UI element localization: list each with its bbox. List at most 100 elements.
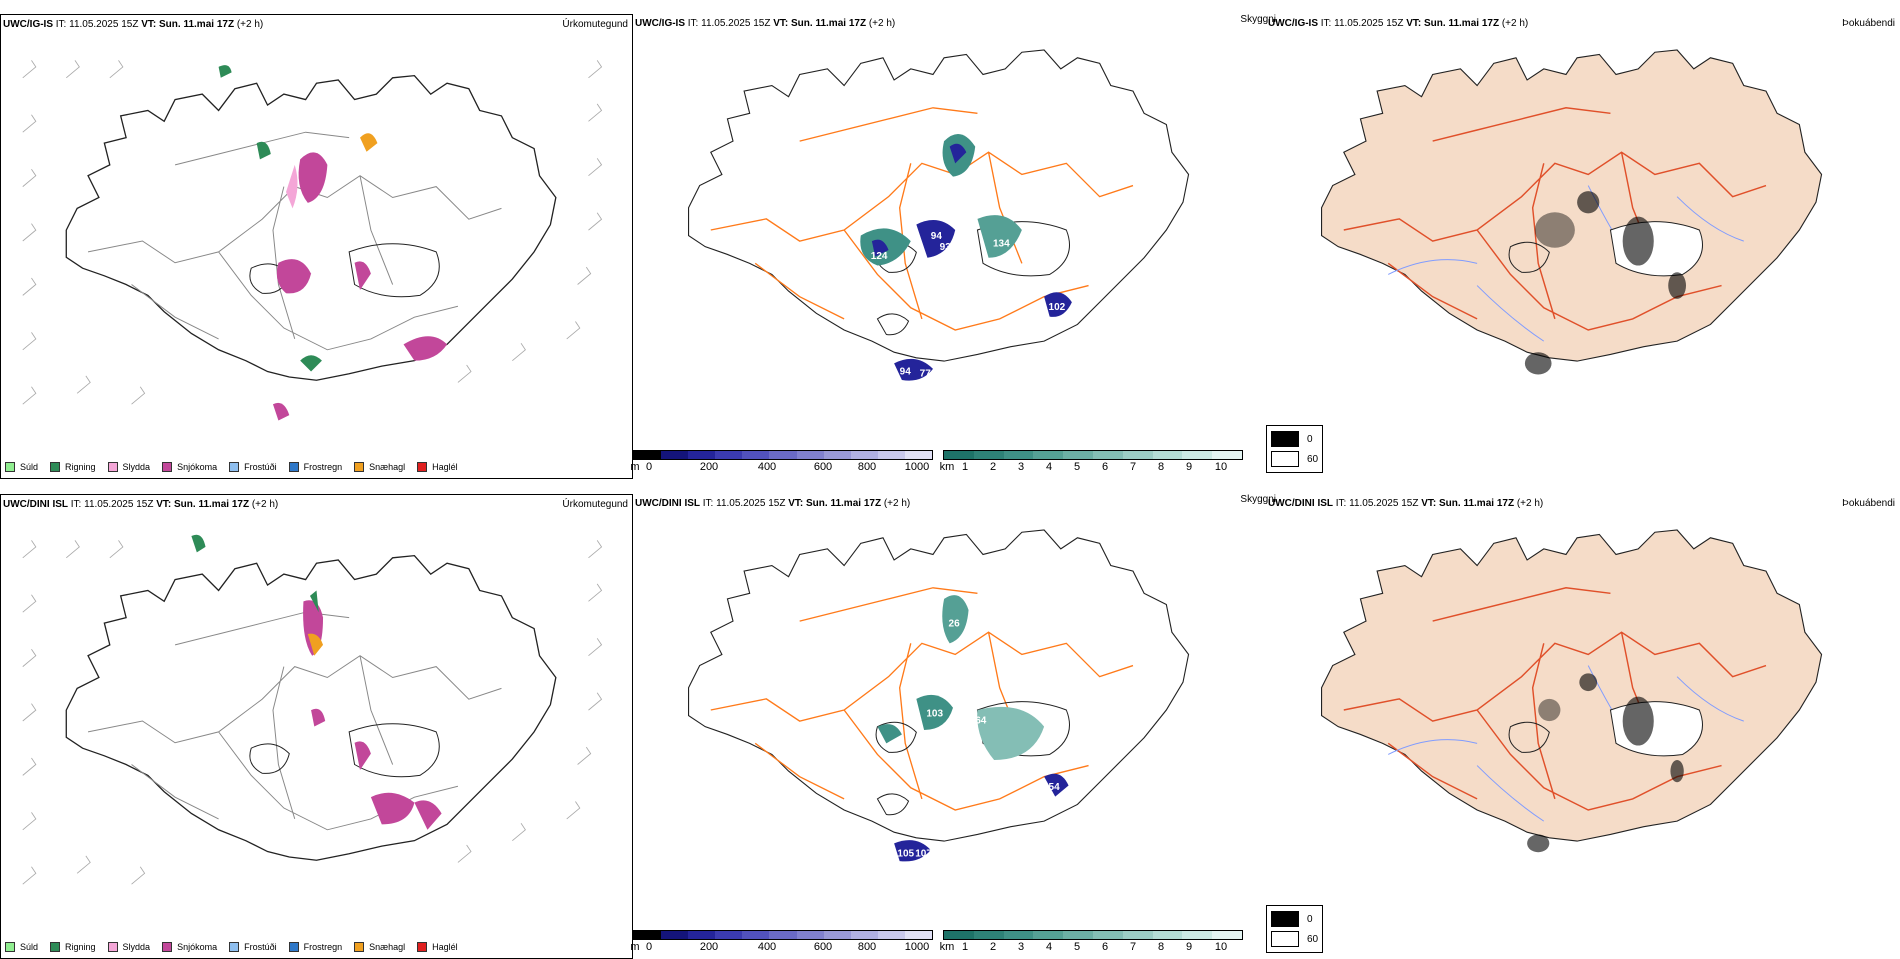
colorbar-tick: 7: [1129, 461, 1137, 473]
legend-swatch: [1271, 911, 1299, 927]
map-value-label: 124: [871, 251, 888, 262]
precip-legend: Súld Rigning Slydda Snjókoma Frostúði Fr…: [5, 942, 458, 952]
colorbar-tick: 3: [1017, 941, 1025, 953]
colorbar-tick: 800: [857, 461, 877, 473]
colorbar-tick: 800: [857, 941, 877, 953]
visibility-km-colorbar: km 1 2 3 4 5 6 7 8 9 10: [939, 930, 1243, 953]
fog-legend-item: 0: [1271, 909, 1318, 929]
panel-header: UWC/DINI ISL IT: 11.05.2025 15Z VT: Sun.…: [1268, 498, 1544, 509]
map-value-label: 93: [940, 242, 952, 253]
colorbar-ticks: km 1 2 3 4 5 6 7 8 9 10: [940, 461, 1243, 473]
fog-index-panel: UWC/IG-IS IT: 11.05.2025 15Z VT: Sun. 11…: [1266, 14, 1899, 479]
precip-type-panel: UWC/IG-IS IT: 11.05.2025 15Z VT: Sun. 11…: [0, 14, 633, 479]
colorbar-tick: 8: [1157, 941, 1165, 953]
colorbar-tick: 600: [813, 941, 833, 953]
colorbar-tick: 400: [757, 461, 777, 473]
visibility-areas: [877, 595, 1069, 862]
panel-header: UWC/IG-IS IT: 11.05.2025 15Z VT: Sun. 11…: [635, 18, 896, 29]
legend-swatch: [5, 462, 15, 472]
colorbar-bar: [633, 930, 933, 940]
map-value-label: 94: [931, 231, 943, 242]
visibility-panel: UWC/DINI ISL IT: 11.05.2025 15Z VT: Sun.…: [630, 494, 1276, 959]
colorbar-tick: 6: [1101, 461, 1109, 473]
product-title: Skyggni: [1240, 494, 1276, 505]
iceland-map: [1320, 529, 1823, 853]
colorbar-tick: 200: [699, 461, 719, 473]
colorbar-ticks: m 0 200 400 600 800 1000: [630, 461, 933, 473]
legend-swatch: [229, 942, 240, 952]
legend-item: Snjókoma: [162, 462, 217, 472]
map-value-label: 26: [949, 619, 961, 630]
colorbar-tick: 4: [1045, 461, 1053, 473]
colorbar-tick: 2: [989, 941, 997, 953]
legend-item: Haglél: [417, 462, 458, 472]
iceland-map: 26 103 64 54 105 107: [687, 529, 1190, 862]
legend-swatch: [50, 942, 61, 952]
panel-header: UWC/DINI ISL IT: 11.05.2025 15Z VT: Sun.…: [635, 498, 911, 509]
colorbar-tick: 9: [1185, 941, 1193, 953]
map-value-label: 54: [1049, 782, 1061, 793]
colorbar-tick: 7: [1129, 941, 1137, 953]
legend-swatch: [354, 942, 365, 952]
colorbar-tick: 1: [961, 941, 969, 953]
wind-barbs: [22, 60, 603, 405]
colorbar-tick: 0: [645, 461, 653, 473]
legend-item: Slydda: [107, 942, 150, 952]
legend-item: Haglél: [417, 942, 458, 952]
product-title: Úrkomutegund: [562, 19, 628, 30]
legend-item: Súld: [5, 462, 38, 472]
colorbar-ticks: m 0 200 400 600 800 1000: [630, 941, 933, 953]
fog-index-panel: UWC/DINI ISL IT: 11.05.2025 15Z VT: Sun.…: [1266, 494, 1899, 959]
fog-legend: 0 60: [1266, 905, 1324, 953]
product-title: Úrkomutegund: [562, 499, 628, 510]
legend-swatch: [288, 462, 299, 472]
visibility-panel: UWC/IG-IS IT: 11.05.2025 15Z VT: Sun. 11…: [630, 14, 1276, 479]
legend-swatch: [417, 462, 428, 472]
fog-areas: [1524, 191, 1686, 375]
legend-swatch: [162, 462, 173, 472]
panel-header: UWC/IG-IS IT: 11.05.2025 15Z VT: Sun. 11…: [1268, 18, 1529, 29]
iceland-map: 94 93 119 124 134 102 2 94 77: [687, 49, 1190, 381]
legend-item: Frostregn: [288, 462, 342, 472]
colorbar-tick: 1000: [904, 941, 930, 953]
map-value-label: 134: [993, 239, 1010, 250]
legend-swatch: [50, 462, 61, 472]
legend-swatch: [1271, 931, 1299, 947]
wind-barbs: [22, 540, 603, 885]
colorbar-tick: 9: [1185, 461, 1193, 473]
colorbar-bar: [943, 450, 1243, 460]
colorbar-tick: 600: [813, 461, 833, 473]
legend-item: Snjókoma: [162, 942, 217, 952]
map-value-label: 64: [975, 715, 987, 726]
precip-areas: [191, 534, 442, 830]
colorbar-tick: 2: [989, 461, 997, 473]
map-value-label: 105: [897, 849, 914, 860]
product-title: Þokuábendi: [1842, 498, 1895, 509]
colorbar-unit: m: [630, 941, 640, 953]
fog-legend-item: 60: [1271, 449, 1318, 469]
colorbar-unit: km: [939, 941, 955, 953]
map-value-label: 103: [926, 709, 943, 720]
iceland-map: [1320, 49, 1823, 375]
legend-swatch: [5, 942, 15, 952]
product-title: Þokuábendi: [1842, 18, 1895, 29]
fog-legend-item: 0: [1271, 429, 1318, 449]
map-value-label: 2: [909, 333, 915, 344]
legend-item: Snæhagl: [354, 462, 405, 472]
product-title: Skyggni: [1240, 14, 1276, 25]
colorbar-tick: 0: [645, 941, 653, 953]
colorbar-bar: [633, 450, 933, 460]
legend-swatch: [229, 462, 240, 472]
iceland-map: [22, 60, 603, 421]
precip-legend: Súld Rigning Slydda Snjókoma Frostúði Fr…: [5, 462, 458, 472]
legend-item: Rigning: [50, 462, 96, 472]
legend-swatch: [288, 942, 299, 952]
colorbar-bar: [943, 930, 1243, 940]
legend-swatch: [417, 942, 428, 952]
fog-areas: [1527, 673, 1684, 853]
colorbar-tick: 10: [1214, 461, 1228, 473]
colorbar-ticks: km 1 2 3 4 5 6 7 8 9 10: [939, 941, 1243, 953]
colorbar-tick: 5: [1073, 461, 1081, 473]
panel-header: UWC/DINI ISL IT: 11.05.2025 15Z VT: Sun.…: [3, 499, 279, 510]
fog-legend: 0 60: [1266, 425, 1324, 473]
